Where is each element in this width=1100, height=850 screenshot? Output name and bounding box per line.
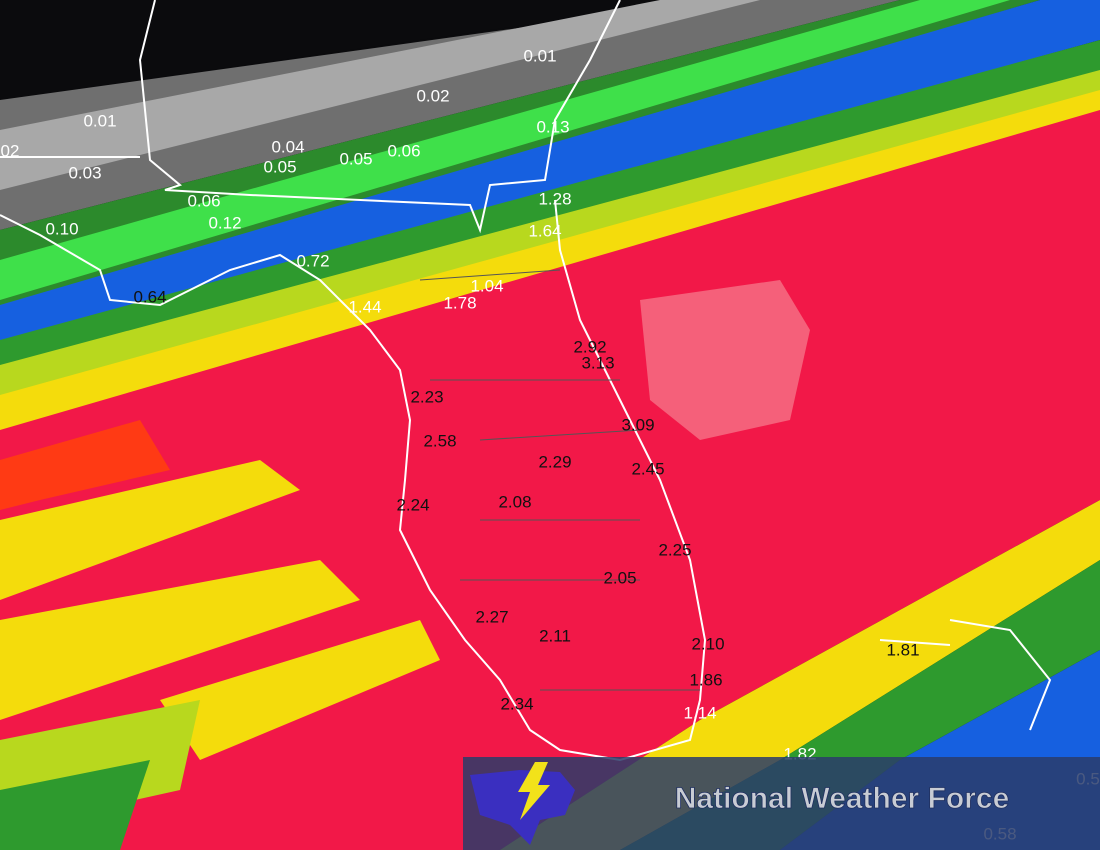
value-label: 2.05 bbox=[603, 568, 636, 587]
value-label: 2.10 bbox=[691, 634, 724, 653]
value-label: 2.23 bbox=[410, 387, 443, 406]
value-label: 3.13 bbox=[581, 353, 614, 372]
county-lines bbox=[419, 269, 700, 691]
streak-yellow bbox=[0, 560, 360, 720]
value-label: 3.09 bbox=[621, 415, 654, 434]
value-label: 1.81 bbox=[886, 640, 919, 659]
value-label: 0.64 bbox=[133, 287, 166, 306]
logo-us-map bbox=[470, 770, 575, 845]
value-label: 1.78 bbox=[443, 293, 476, 312]
value-label: 2.58 bbox=[423, 431, 456, 450]
value-label: 0.01 bbox=[83, 111, 116, 130]
value-label: 2.25 bbox=[658, 540, 691, 559]
streak-yellow bbox=[160, 620, 440, 760]
value-label: 0.06 bbox=[187, 191, 220, 210]
value-label: 1.44 bbox=[348, 297, 381, 316]
streak-orange bbox=[0, 420, 170, 510]
value-label: 0.13 bbox=[536, 117, 569, 136]
streak-yellow bbox=[0, 460, 300, 600]
value-label: 1.04 bbox=[470, 276, 503, 295]
value-label: 1.64 bbox=[528, 221, 561, 240]
value-label: 2.34 bbox=[500, 694, 533, 713]
value-label: 2.29 bbox=[538, 452, 571, 471]
value-label: 0.05 bbox=[339, 149, 372, 168]
value-label: 2.92 bbox=[573, 337, 606, 356]
value-label: 0.06 bbox=[387, 141, 420, 160]
value-label: 2.24 bbox=[396, 495, 429, 514]
value-label: 0.05 bbox=[263, 157, 296, 176]
value-label: 2.45 bbox=[631, 459, 664, 478]
value-label: 0.12 bbox=[208, 213, 241, 232]
value-label: 0.01 bbox=[523, 46, 556, 65]
band-blue bbox=[0, 0, 1100, 345]
band-lightgray bbox=[0, 0, 760, 190]
value-label: 0.02 bbox=[416, 86, 449, 105]
logo-lightning bbox=[518, 762, 550, 820]
band-pink bbox=[640, 280, 810, 440]
value-label: 02 bbox=[1, 141, 20, 160]
value-label: 2.11 bbox=[539, 626, 571, 645]
value-label: 0.04 bbox=[271, 137, 304, 156]
streak-green bbox=[0, 760, 150, 850]
value-label: 2.08 bbox=[498, 492, 531, 511]
value-label: 1.28 bbox=[538, 189, 571, 208]
value-label: 1.86 bbox=[689, 670, 722, 689]
coastline bbox=[0, 0, 1052, 762]
value-label: 2.27 bbox=[475, 607, 508, 626]
banner-title: National Weather Force bbox=[675, 782, 1010, 815]
value-label: 0.72 bbox=[296, 251, 329, 270]
band-green bbox=[0, 0, 1010, 300]
value-label: 0.10 bbox=[45, 219, 78, 238]
value-label: 0.03 bbox=[68, 163, 101, 182]
value-label: 1.14 bbox=[683, 703, 716, 722]
